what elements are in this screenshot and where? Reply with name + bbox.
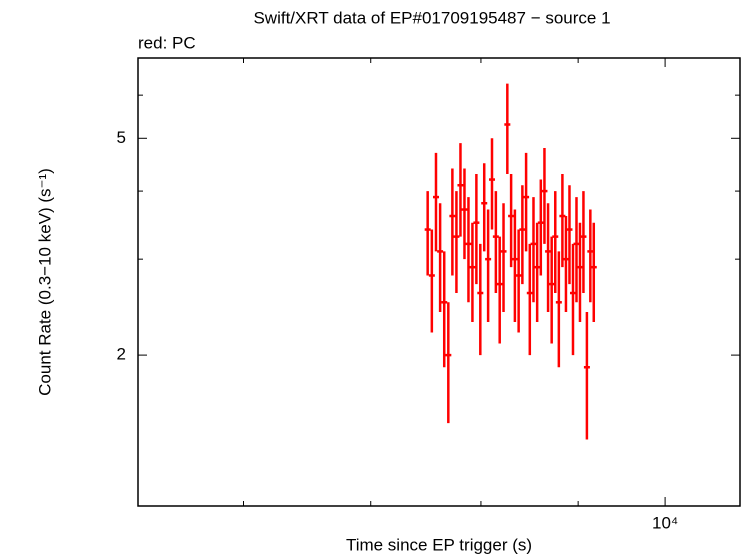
x-axis-label: Time since EP trigger (s): [346, 535, 532, 554]
plot-frame: [137, 57, 741, 507]
x-tick-label: 10⁴: [652, 513, 678, 532]
y-tick-label: 2: [117, 345, 126, 364]
y-axis-label: Count Rate (0.3−10 keV) (s⁻¹): [35, 168, 54, 396]
y-tick-label: 5: [117, 128, 126, 147]
chart-subtitle: red: PC: [138, 33, 196, 52]
chart-title: Swift/XRT data of EP#01709195487 − sourc…: [253, 8, 610, 27]
